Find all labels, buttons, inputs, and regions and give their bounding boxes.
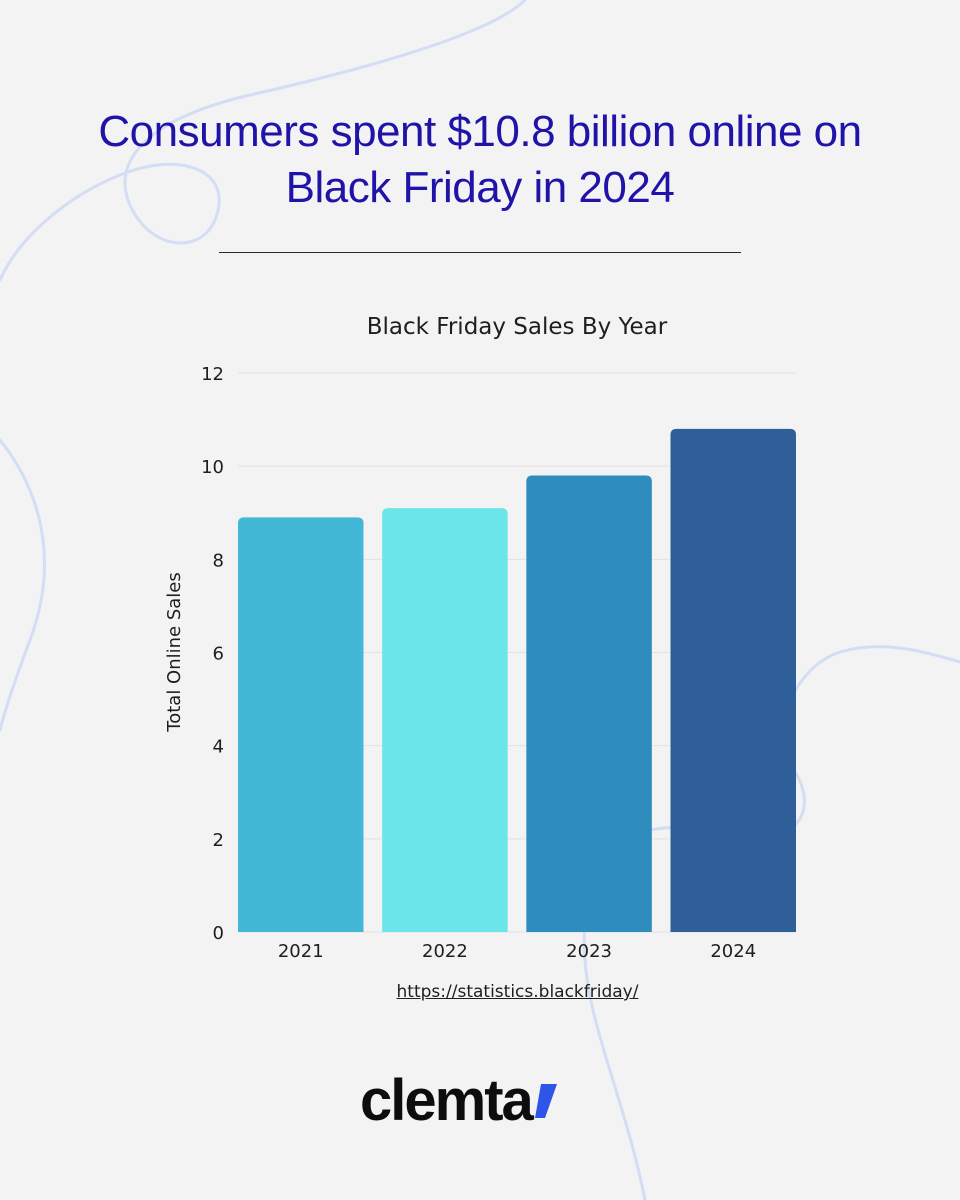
logo-slash-icon (534, 1084, 557, 1118)
logo-wordmark: clemta (360, 1068, 534, 1133)
y-tick-label: 8 (213, 550, 224, 571)
y-tick-label: 12 (201, 364, 224, 385)
y-tick-label: 4 (213, 737, 224, 758)
divider-rule (219, 252, 741, 253)
bar-2024 (670, 428, 796, 932)
bar-2022 (382, 508, 508, 932)
x-axis-categories: 2021 2022 2023 2024 (278, 941, 756, 962)
chart-title: Black Friday Sales By Year (367, 314, 668, 340)
y-tick-label: 6 (213, 644, 224, 665)
bars (238, 428, 796, 932)
x-category-label: 2021 (278, 941, 324, 962)
x-category-label: 2023 (566, 941, 612, 962)
bar-chart: Black Friday Sales By Year Total Online … (164, 314, 796, 962)
headline: Consumers spent $10.8 billion online on … (98, 107, 862, 212)
x-category-label: 2024 (710, 941, 756, 962)
y-tick-label: 10 (201, 457, 224, 478)
source-link[interactable]: https://statistics.blackfriday/ (396, 982, 639, 1002)
bar-2021 (238, 517, 364, 932)
y-tick-label: 0 (213, 923, 224, 944)
x-category-label: 2022 (422, 941, 468, 962)
brand-logo: clemta (360, 1060, 557, 1130)
bar-2023 (526, 475, 652, 932)
y-tick-label: 2 (213, 830, 224, 851)
y-axis-ticks: 0 2 4 6 8 10 12 (201, 364, 224, 944)
y-axis-label: Total Online Sales (164, 572, 185, 732)
